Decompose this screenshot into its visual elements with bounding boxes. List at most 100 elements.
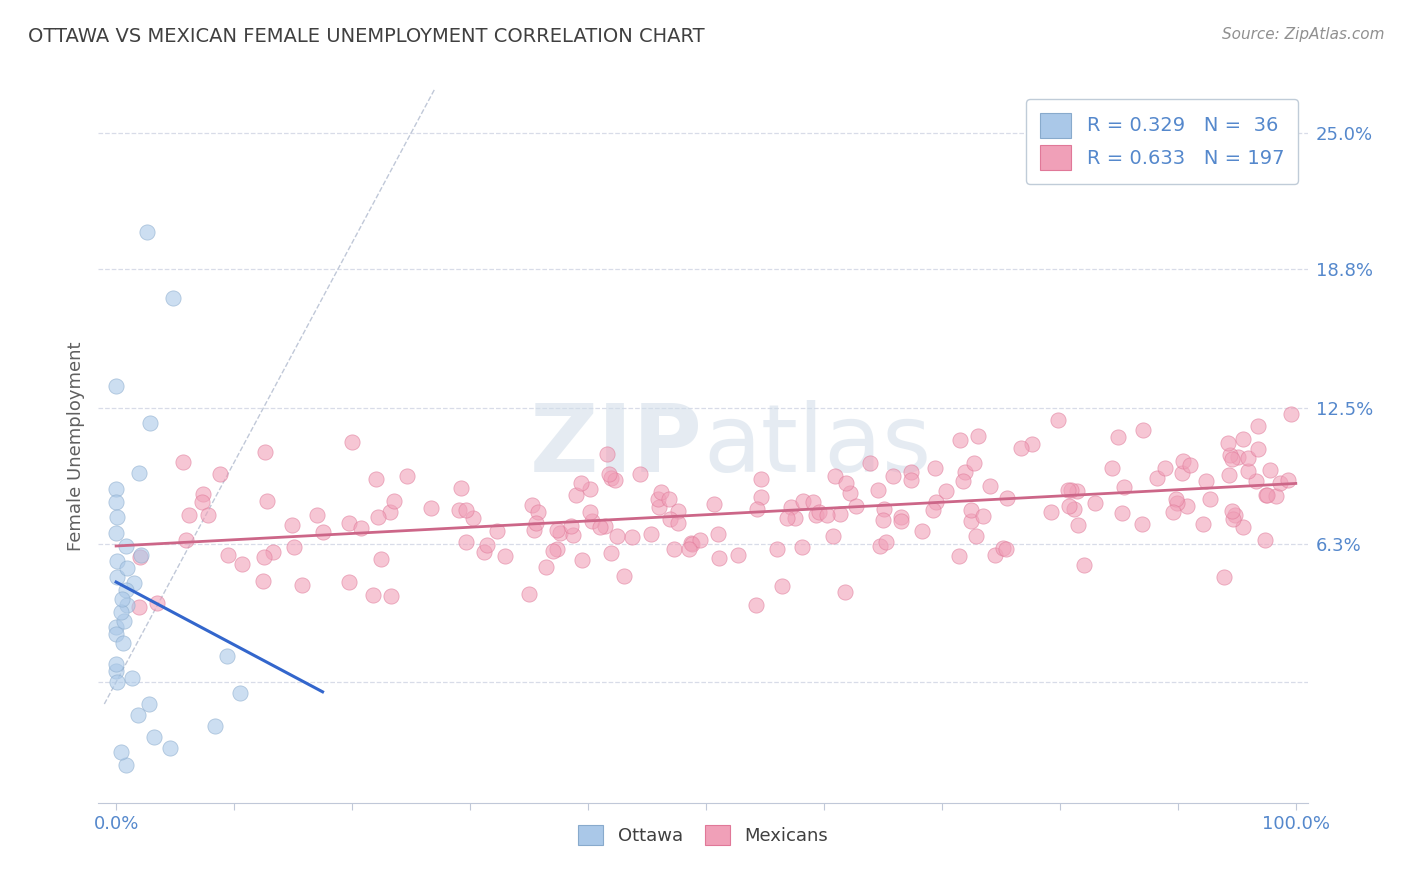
Point [115,598,138,612]
Point [875,535,897,549]
Point [828,507,851,521]
Point [689,533,711,548]
Point [749,490,772,504]
Point [456,503,478,517]
Point [105,525,128,540]
Point [606,529,628,543]
Point [953,465,976,479]
Point [900,466,922,480]
Point [658,512,681,526]
Point [305,508,328,522]
Point [105,569,128,583]
Point [128,549,150,564]
Point [1180,458,1202,472]
Point [350,521,373,535]
Point [112,614,135,628]
Point [890,510,912,524]
Point [1195,475,1218,489]
Point [924,460,946,475]
Point [367,509,389,524]
Point [824,469,846,483]
Point [138,697,160,711]
Point [1218,467,1240,482]
Point [600,546,623,560]
Point [420,501,443,516]
Point [174,533,197,547]
Point [745,502,768,516]
Point [1192,517,1215,532]
Point [179,508,201,522]
Point [139,416,162,430]
Point [745,598,768,612]
Point [1212,570,1234,584]
Point [960,502,983,516]
Point [291,578,314,592]
Point [1067,517,1090,532]
Point [650,485,672,500]
Point [115,758,138,772]
Point [472,545,495,559]
Point [960,515,983,529]
Point [450,481,472,495]
Legend: Ottawa, Mexicans: Ottawa, Mexicans [569,815,837,855]
Point [1222,512,1244,526]
Point [105,554,128,568]
Point [620,530,643,544]
Point [204,719,226,733]
Text: atlas: atlas [703,400,931,492]
Point [882,469,904,483]
Point [1175,500,1198,514]
Point [647,491,669,506]
Point [534,560,557,574]
Point [162,291,184,305]
Point [396,469,419,483]
Point [1021,437,1043,451]
Point [494,549,516,563]
Point [613,569,636,583]
Point [1066,483,1088,498]
Point [1220,451,1243,466]
Text: Source: ZipAtlas.com: Source: ZipAtlas.com [1222,27,1385,42]
Point [1232,519,1254,533]
Point [593,518,616,533]
Point [111,591,134,606]
Point [253,549,276,564]
Point [995,491,1018,505]
Point [1154,461,1177,475]
Point [1107,430,1129,444]
Point [589,520,612,534]
Point [935,484,957,499]
Point [859,456,882,470]
Point [477,538,499,552]
Point [770,579,793,593]
Point [561,528,583,542]
Point [110,745,132,759]
Point [254,444,277,458]
Text: OTTAWA VS MEXICAN FEMALE UNEMPLOYMENT CORRELATION CHART: OTTAWA VS MEXICAN FEMALE UNEMPLOYMENT CO… [28,27,704,45]
Point [111,635,134,649]
Point [127,708,149,723]
Point [972,508,994,523]
Point [1084,496,1107,510]
Point [766,541,789,556]
Point [1246,474,1268,488]
Point [461,511,484,525]
Point [1237,464,1260,478]
Point [1111,506,1133,520]
Point [364,472,387,486]
Point [924,495,946,509]
Point [281,517,304,532]
Point [1101,461,1123,475]
Point [681,537,703,551]
Point [596,446,619,460]
Point [662,542,685,557]
Point [105,495,128,509]
Point [159,740,181,755]
Point [1199,492,1222,507]
Point [115,561,138,575]
Point [1258,463,1281,477]
Point [124,576,146,591]
Point [823,529,845,543]
Point [217,548,239,562]
Point [128,600,150,615]
